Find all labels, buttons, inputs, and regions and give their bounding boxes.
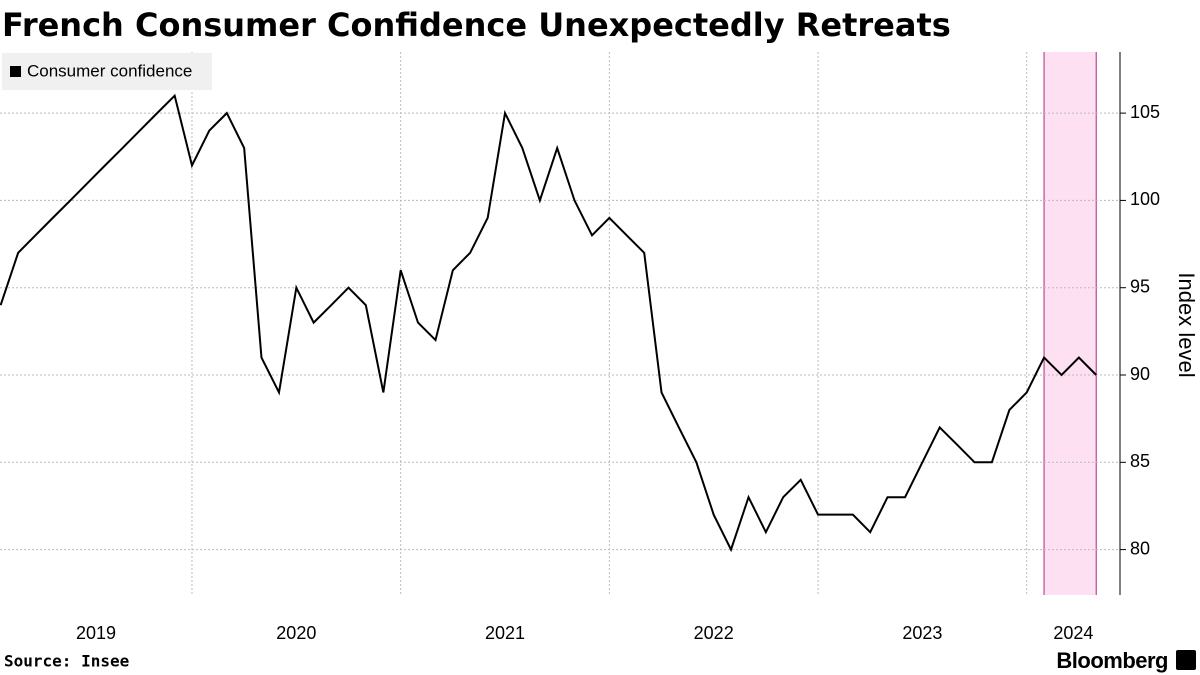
legend-box <box>2 53 212 90</box>
y-tick-label: 100 <box>1130 189 1160 209</box>
legend-swatch <box>10 66 21 77</box>
x-tick-label: 2019 <box>76 623 116 643</box>
y-tick-label: 95 <box>1130 276 1150 296</box>
plot-area: 80 85 90 95 100 105 2019 2020 2021 2022 2023 2024 <box>0 52 1160 643</box>
brand-icon <box>1176 650 1196 670</box>
y-tick-label: 85 <box>1130 451 1150 471</box>
y-axis-label: Index level <box>1174 272 1199 377</box>
x-tick-label: 2024 <box>1053 623 1093 643</box>
x-tick-label: 2023 <box>902 623 942 643</box>
source: Source: Insee <box>4 652 129 671</box>
brand: Bloomberg <box>1056 648 1168 673</box>
chart-title: French Consumer Confidence Unexpectedly … <box>2 6 951 44</box>
y-tick-label: 80 <box>1130 538 1150 558</box>
y-tick-label: 105 <box>1130 102 1160 122</box>
y-tick-label: 90 <box>1130 364 1150 384</box>
x-tick-label: 2021 <box>485 623 525 643</box>
line <box>0 93 1097 553</box>
highlight-band <box>1044 52 1097 595</box>
legend-label: Consumer confidence <box>27 61 192 80</box>
x-tick-label: 2022 <box>694 623 734 643</box>
x-tick-label: 2020 <box>276 623 316 643</box>
